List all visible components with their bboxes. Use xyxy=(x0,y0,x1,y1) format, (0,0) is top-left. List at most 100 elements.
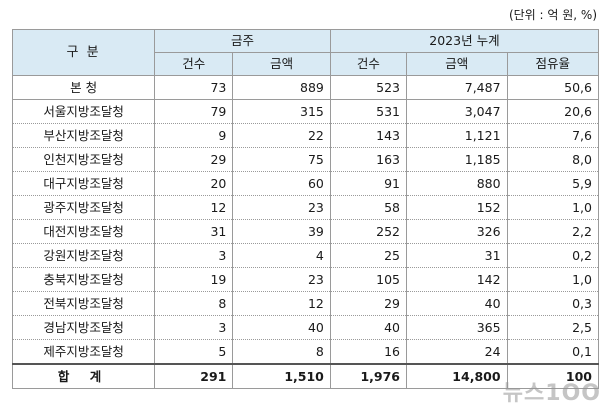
header-corner: 구 분 xyxy=(11,29,156,76)
table-cell: 25 xyxy=(329,243,408,268)
row-label: 부산지방조달청 xyxy=(11,123,156,148)
total-cell: 1,976 xyxy=(329,363,408,389)
table-cell: 31 xyxy=(406,243,508,268)
table-cell: 50,6 xyxy=(506,75,600,100)
table-cell: 2,2 xyxy=(506,219,600,244)
table-row: 인천지방조달청 29 75 163 1,185 8,0 xyxy=(11,147,600,172)
header-group-cumulative: 2023년 누계 xyxy=(329,29,600,53)
total-cell: 100 xyxy=(506,363,600,389)
row-label: 경남지방조달청 xyxy=(11,315,156,340)
table-cell: 40 xyxy=(232,315,331,340)
table-footer: 합 계 291 1,510 1,976 14,800 100 xyxy=(11,363,600,389)
table-cell: 73 xyxy=(154,75,234,100)
table-row: 본 청 73 889 523 7,487 50,6 xyxy=(11,75,600,100)
header-sub-amount-cumulative: 금액 xyxy=(406,52,508,76)
table-cell: 16 xyxy=(329,339,408,365)
table-cell: 163 xyxy=(329,147,408,172)
total-cell: 1,510 xyxy=(232,363,331,389)
table-cell: 252 xyxy=(329,219,408,244)
unit-note: (단위 : 억 원, %) xyxy=(508,8,597,22)
row-label: 대구지방조달청 xyxy=(11,171,156,196)
table-cell: 365 xyxy=(406,315,508,340)
total-label: 합 계 xyxy=(11,363,156,389)
table-cell: 105 xyxy=(329,267,408,292)
table-cell: 523 xyxy=(329,75,408,100)
table-row: 충북지방조달청 19 23 105 142 1,0 xyxy=(11,267,600,292)
table-body: 본 청 73 889 523 7,487 50,6 서울지방조달청 79 315 531 3,047… xyxy=(11,75,600,365)
header-sub-count: 건수 xyxy=(154,52,234,76)
table-cell: 326 xyxy=(406,219,508,244)
total-row: 합 계 291 1,510 1,976 14,800 100 xyxy=(11,363,600,389)
table-cell: 31 xyxy=(154,219,234,244)
header-group-current: 금주 xyxy=(154,29,331,53)
table-cell: 9 xyxy=(154,123,234,148)
table-cell: 8 xyxy=(232,339,331,365)
row-label: 대전지방조달청 xyxy=(11,219,156,244)
table-cell: 1,0 xyxy=(506,195,600,220)
table-cell: 75 xyxy=(232,147,331,172)
table-cell: 7,6 xyxy=(506,123,600,148)
table-cell: 79 xyxy=(154,99,234,124)
table-cell: 8,0 xyxy=(506,147,600,172)
table-cell: 40 xyxy=(406,291,508,316)
table-cell: 29 xyxy=(154,147,234,172)
table-cell: 143 xyxy=(329,123,408,148)
total-cell: 291 xyxy=(154,363,234,389)
header-sub-amount: 금액 xyxy=(232,52,331,76)
table-cell: 8 xyxy=(154,291,234,316)
watermark-logo: 뉴스1OO xyxy=(502,381,601,406)
header-sub-count-cumulative: 건수 xyxy=(329,52,408,76)
table-row: 광주지방조달청 12 23 58 152 1,0 xyxy=(11,195,600,220)
table-cell: 20 xyxy=(154,171,234,196)
table-row: 전북지방조달청 8 12 29 40 0,3 xyxy=(11,291,600,316)
table-row: 경남지방조달청 3 40 40 365 2,5 xyxy=(11,315,600,340)
table-cell: 39 xyxy=(232,219,331,244)
table-cell: 3,047 xyxy=(406,99,508,124)
row-label: 강원지방조달청 xyxy=(11,243,156,268)
table-cell: 0,2 xyxy=(506,243,600,268)
table-cell: 1,0 xyxy=(506,267,600,292)
table-cell: 22 xyxy=(232,123,331,148)
table-cell: 1,185 xyxy=(406,147,508,172)
header-sub-share: 점유율 xyxy=(506,52,600,76)
table-row: 서울지방조달청 79 315 531 3,047 20,6 xyxy=(11,99,600,124)
row-label: 서울지방조달청 xyxy=(11,99,156,124)
table-cell: 29 xyxy=(329,291,408,316)
table-cell: 0,1 xyxy=(506,339,600,365)
table-row: 대전지방조달청 31 39 252 326 2,2 xyxy=(11,219,600,244)
table-cell: 4 xyxy=(232,243,331,268)
total-cell: 14,800 xyxy=(406,363,508,389)
table-cell: 20,6 xyxy=(506,99,600,124)
row-label: 인천지방조달청 xyxy=(11,147,156,172)
table-cell: 12 xyxy=(232,291,331,316)
table-row: 제주지방조달청 5 8 16 24 0,1 xyxy=(11,339,600,365)
table-cell: 40 xyxy=(329,315,408,340)
table-cell: 58 xyxy=(329,195,408,220)
table-cell: 91 xyxy=(329,171,408,196)
table-cell: 23 xyxy=(232,195,331,220)
table-cell: 3 xyxy=(154,243,234,268)
table-cell: 5,9 xyxy=(506,171,600,196)
table-cell: 5 xyxy=(154,339,234,365)
row-label: 충북지방조달청 xyxy=(11,267,156,292)
table-cell: 2,5 xyxy=(506,315,600,340)
table-cell: 1,121 xyxy=(406,123,508,148)
table-cell: 3 xyxy=(154,315,234,340)
row-label: 제주지방조달청 xyxy=(11,339,156,365)
table-cell: 24 xyxy=(406,339,508,365)
table-cell: 531 xyxy=(329,99,408,124)
table-row: 대구지방조달청 20 60 91 880 5,9 xyxy=(11,171,600,196)
table-header: 구 분 금주 2023년 누계 건수 금액 건수 금액 점유율 xyxy=(11,29,600,76)
table-cell: 19 xyxy=(154,267,234,292)
table-cell: 23 xyxy=(232,267,331,292)
row-label: 광주지방조달청 xyxy=(11,195,156,220)
table-cell: 60 xyxy=(232,171,331,196)
table-cell: 880 xyxy=(406,171,508,196)
row-label: 본 청 xyxy=(11,75,156,100)
table-cell: 12 xyxy=(154,195,234,220)
table-cell: 0,3 xyxy=(506,291,600,316)
table-cell: 315 xyxy=(232,99,331,124)
procurement-table: 구 분 금주 2023년 누계 건수 금액 건수 금액 점유율 본 청 73 889… xyxy=(11,29,600,389)
table-row: 강원지방조달청 3 4 25 31 0,2 xyxy=(11,243,600,268)
row-label: 전북지방조달청 xyxy=(11,291,156,316)
